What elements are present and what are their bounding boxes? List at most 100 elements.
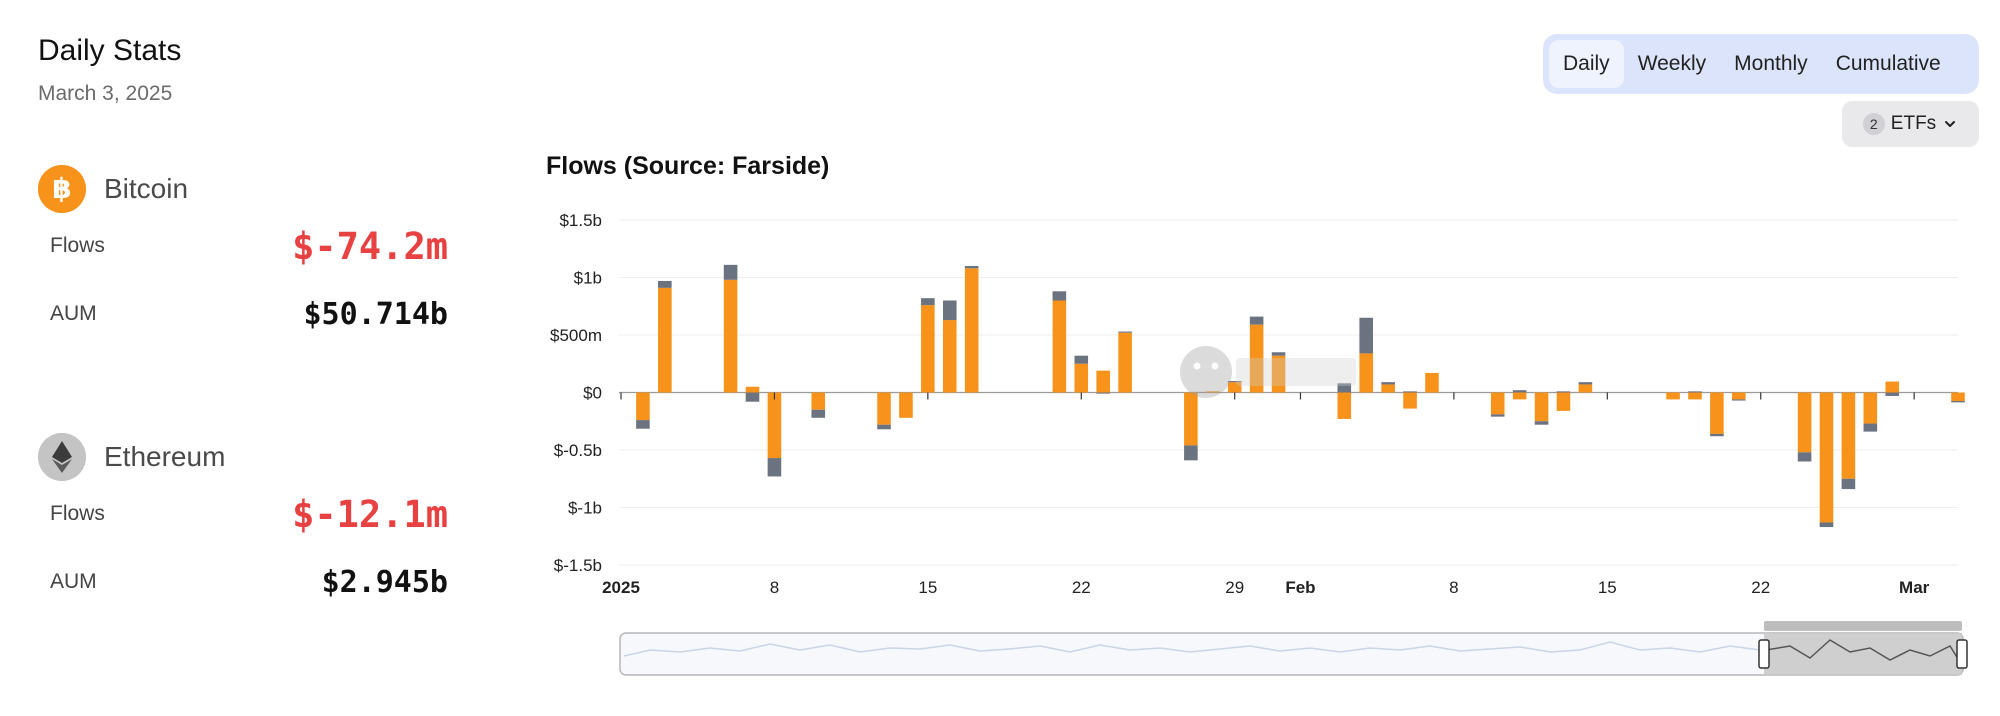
bar-ethereum[interactable] — [1578, 382, 1593, 385]
etf-label: ETFs — [1890, 113, 1937, 134]
bar-bitcoin[interactable] — [1184, 392, 1198, 446]
bar-bitcoin[interactable] — [877, 392, 891, 425]
bar-ethereum[interactable] — [921, 298, 935, 306]
bar-bitcoin[interactable] — [1819, 392, 1834, 523]
bar-bitcoin[interactable] — [1337, 392, 1352, 419]
bar-bitcoin[interactable] — [767, 392, 782, 459]
bar-ethereum[interactable] — [1337, 383, 1352, 393]
flows-value: $-12.1m — [292, 492, 448, 536]
range-navigator[interactable] — [619, 621, 1968, 676]
bar-bitcoin[interactable] — [1359, 353, 1374, 393]
bar-bitcoin[interactable] — [899, 392, 913, 418]
bar-bitcoin[interactable] — [745, 386, 760, 393]
tab-cumulative[interactable]: Cumulative — [1835, 52, 1941, 75]
bar-ethereum[interactable] — [1118, 331, 1132, 333]
navigator-selection[interactable] — [1764, 633, 1962, 675]
bar-bitcoin[interactable] — [1052, 300, 1067, 393]
bar-ethereum[interactable] — [1797, 452, 1812, 462]
bar-ethereum[interactable] — [636, 420, 650, 429]
chart-bars — [636, 264, 1965, 528]
bar-ethereum[interactable] — [1512, 390, 1527, 393]
bar-ethereum[interactable] — [723, 264, 738, 280]
bar-ethereum[interactable] — [745, 392, 760, 402]
bar-ethereum[interactable] — [1841, 478, 1856, 490]
bar-ethereum[interactable] — [1381, 382, 1395, 385]
bar-ethereum[interactable] — [1249, 316, 1264, 325]
navigator-scroll-handle[interactable] — [1764, 621, 1962, 631]
bar-ethereum[interactable] — [1863, 423, 1878, 432]
asset-name: Ethereum — [104, 441, 226, 472]
bar-bitcoin[interactable] — [1578, 384, 1593, 393]
bar-ethereum[interactable] — [1688, 391, 1702, 393]
asset-header: Ethereum — [38, 432, 448, 482]
bar-bitcoin[interactable] — [1381, 384, 1395, 393]
tab-monthly[interactable]: Monthly — [1734, 52, 1808, 75]
bar-bitcoin[interactable] — [1556, 392, 1571, 411]
bar-ethereum[interactable] — [942, 300, 957, 321]
bar-ethereum[interactable] — [1951, 401, 1965, 403]
bar-ethereum[interactable] — [767, 458, 782, 477]
bar-bitcoin[interactable] — [942, 320, 957, 393]
navigator-right-handle[interactable] — [1956, 639, 1968, 669]
bar-bitcoin[interactable] — [723, 279, 738, 393]
flows-row: Flows $-74.2m — [50, 224, 448, 268]
bar-ethereum[interactable] — [1052, 291, 1067, 301]
bar-ethereum[interactable] — [1096, 392, 1110, 394]
bar-bitcoin[interactable] — [1425, 372, 1439, 393]
bar-ethereum[interactable] — [1227, 381, 1242, 383]
bar-ethereum[interactable] — [1710, 433, 1724, 437]
y-tick-label: $1b — [574, 269, 602, 288]
bar-ethereum[interactable] — [1403, 391, 1417, 393]
bar-bitcoin[interactable] — [1841, 392, 1856, 479]
bar-bitcoin[interactable] — [1227, 382, 1242, 393]
bar-bitcoin[interactable] — [1797, 392, 1812, 453]
bar-ethereum[interactable] — [658, 280, 672, 288]
bar-ethereum[interactable] — [1184, 445, 1198, 461]
x-tick-label: 15 — [1598, 578, 1617, 597]
flows-label: Flows — [50, 502, 105, 525]
bar-bitcoin[interactable] — [1403, 392, 1417, 409]
bar-ethereum[interactable] — [1490, 414, 1505, 417]
bar-ethereum[interactable] — [1271, 352, 1286, 356]
bar-bitcoin[interactable] — [1534, 392, 1549, 422]
bar-bitcoin[interactable] — [1863, 392, 1878, 424]
bar-bitcoin[interactable] — [1951, 392, 1965, 402]
bar-ethereum[interactable] — [1534, 421, 1549, 425]
bar-bitcoin[interactable] — [1096, 370, 1110, 393]
bar-ethereum[interactable] — [811, 409, 826, 418]
bar-bitcoin[interactable] — [1666, 392, 1680, 400]
bar-bitcoin[interactable] — [636, 392, 650, 421]
tab-weekly[interactable]: Weekly — [1637, 52, 1707, 75]
asset-ethereum: Ethereum Flows $-12.1m AUM $2.945b — [38, 432, 448, 600]
bar-bitcoin[interactable] — [1688, 392, 1702, 400]
bar-bitcoin[interactable] — [1732, 392, 1746, 400]
bar-bitcoin[interactable] — [921, 305, 935, 393]
bar-bitcoin[interactable] — [1710, 392, 1724, 434]
bar-ethereum[interactable] — [1359, 317, 1374, 354]
asset-bitcoin: ฿ Bitcoin Flows $-74.2m AUM $50.714b — [38, 164, 448, 332]
x-tick-label: 2025 — [602, 578, 640, 597]
bar-bitcoin[interactable] — [1512, 392, 1527, 400]
bar-ethereum[interactable] — [1074, 355, 1089, 364]
bar-bitcoin[interactable] — [1271, 355, 1286, 393]
bar-ethereum[interactable] — [1732, 399, 1746, 401]
bar-ethereum[interactable] — [964, 266, 979, 269]
bar-bitcoin[interactable] — [1118, 332, 1132, 393]
bar-bitcoin[interactable] — [1490, 392, 1505, 415]
bar-ethereum[interactable] — [877, 424, 891, 430]
tab-daily[interactable]: Daily — [1549, 40, 1624, 88]
bar-bitcoin[interactable] — [964, 268, 979, 393]
bar-bitcoin[interactable] — [1885, 381, 1900, 393]
flows-value: $-74.2m — [292, 224, 448, 268]
bar-bitcoin[interactable] — [658, 287, 672, 393]
etf-select-button[interactable]: 2 ETFs — [1842, 101, 1979, 147]
y-axis: $1.5b $1b $500m $0 $-0.5b $-1b $-1.5b — [550, 211, 602, 575]
navigator-left-handle[interactable] — [1758, 639, 1770, 669]
bar-bitcoin[interactable] — [1205, 391, 1220, 393]
bar-ethereum[interactable] — [1556, 391, 1571, 393]
bar-bitcoin[interactable] — [811, 392, 826, 410]
bar-ethereum[interactable] — [1885, 392, 1900, 396]
bar-ethereum[interactable] — [1819, 522, 1834, 528]
bar-bitcoin[interactable] — [1249, 324, 1264, 393]
bar-bitcoin[interactable] — [1074, 363, 1089, 393]
